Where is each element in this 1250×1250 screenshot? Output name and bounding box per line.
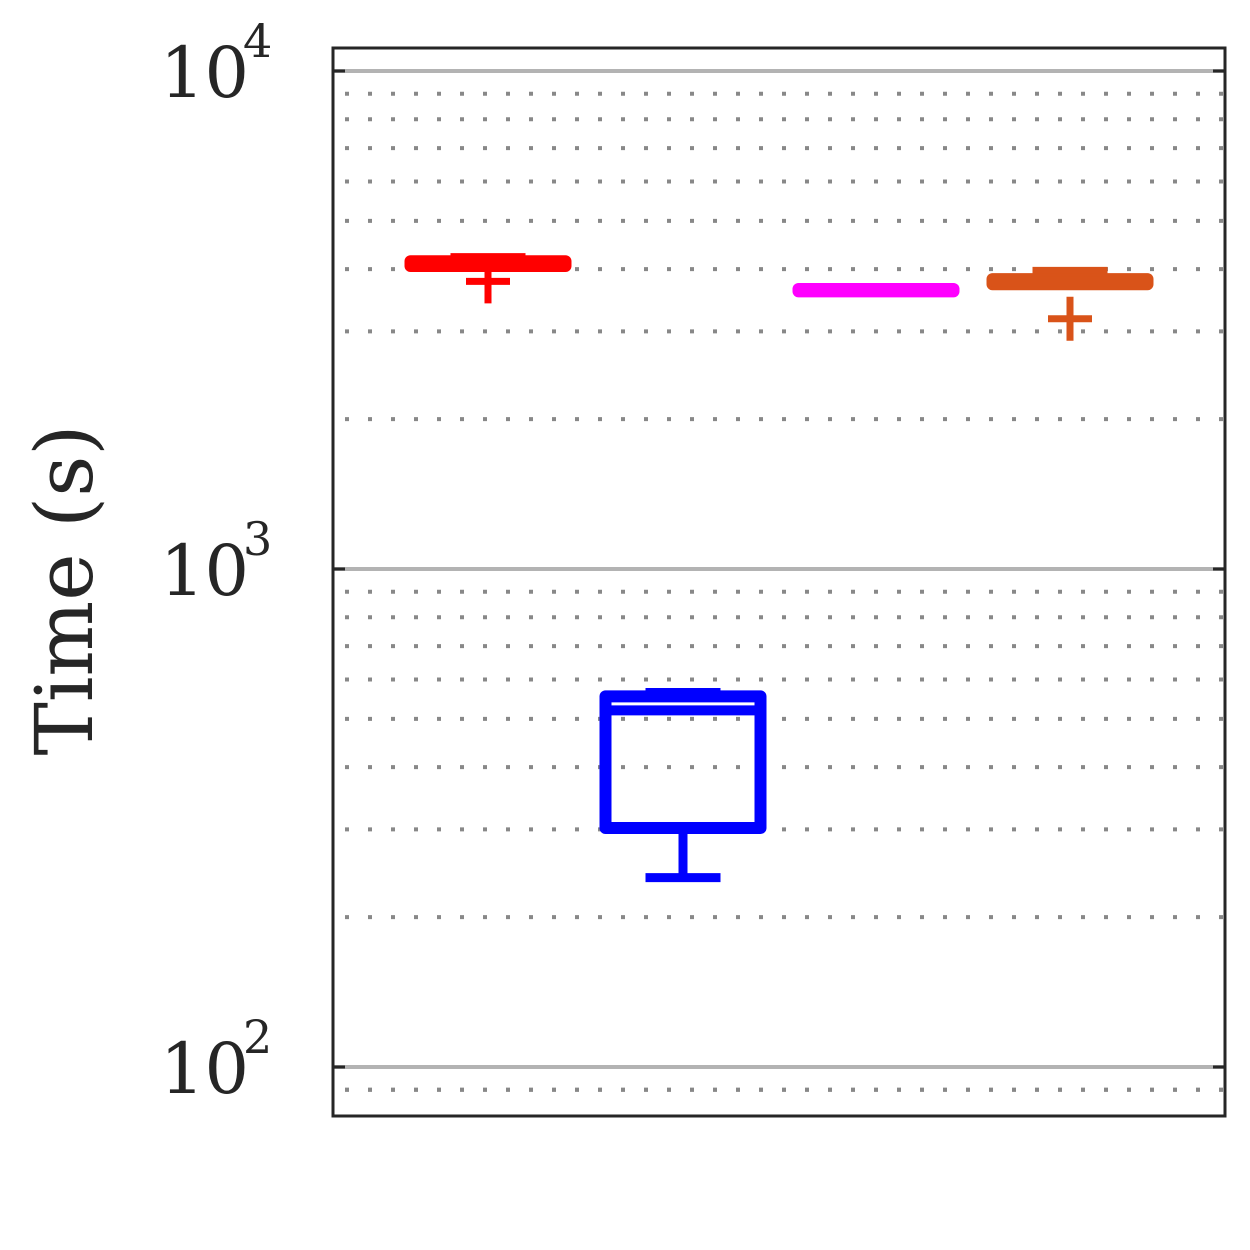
box-series: [792, 282, 960, 298]
y-tick-exponent: 3: [243, 512, 272, 566]
y-tick-label: 10: [160, 32, 249, 114]
plot-background: [333, 48, 1225, 1116]
y-tick-label: 10: [160, 1028, 249, 1110]
box: [599, 690, 767, 834]
y-tick-exponent: 4: [243, 14, 272, 68]
grid-lines: [333, 69, 1225, 1092]
y-tick-label: 10: [160, 530, 249, 612]
plot-frame: [331, 46, 1227, 1118]
box-series: [404, 253, 572, 304]
box-plots: [404, 253, 1154, 883]
y-tick-exponent: 2: [243, 1010, 272, 1064]
box-series: [986, 266, 1154, 341]
box-series: [599, 687, 767, 883]
y-axis-label: Time (s): [18, 424, 111, 755]
